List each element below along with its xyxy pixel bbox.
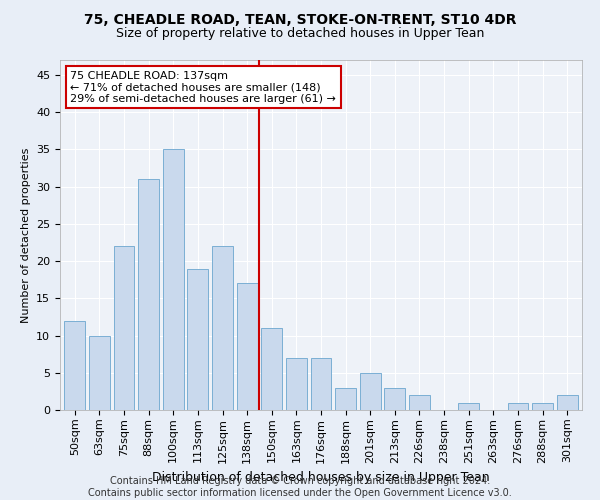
Bar xyxy=(409,395,430,410)
Bar xyxy=(385,388,406,410)
Bar xyxy=(311,358,331,410)
X-axis label: Distribution of detached houses by size in Upper Tean: Distribution of detached houses by size … xyxy=(152,471,490,484)
Text: Size of property relative to detached houses in Upper Tean: Size of property relative to detached ho… xyxy=(116,28,484,40)
Bar xyxy=(286,358,307,410)
Bar xyxy=(508,402,529,410)
Bar xyxy=(163,150,184,410)
Bar xyxy=(360,373,381,410)
Bar xyxy=(113,246,134,410)
Bar xyxy=(236,284,257,410)
Bar xyxy=(335,388,356,410)
Text: 75 CHEADLE ROAD: 137sqm
← 71% of detached houses are smaller (148)
29% of semi-d: 75 CHEADLE ROAD: 137sqm ← 71% of detache… xyxy=(70,70,337,104)
Bar xyxy=(138,179,159,410)
Bar xyxy=(212,246,233,410)
Bar xyxy=(89,336,110,410)
Bar xyxy=(187,268,208,410)
Bar xyxy=(557,395,578,410)
Bar xyxy=(458,402,479,410)
Y-axis label: Number of detached properties: Number of detached properties xyxy=(20,148,31,322)
Bar xyxy=(64,320,85,410)
Text: 75, CHEADLE ROAD, TEAN, STOKE-ON-TRENT, ST10 4DR: 75, CHEADLE ROAD, TEAN, STOKE-ON-TRENT, … xyxy=(84,12,516,26)
Text: Contains HM Land Registry data © Crown copyright and database right 2024.
Contai: Contains HM Land Registry data © Crown c… xyxy=(88,476,512,498)
Bar xyxy=(261,328,282,410)
Bar xyxy=(532,402,553,410)
